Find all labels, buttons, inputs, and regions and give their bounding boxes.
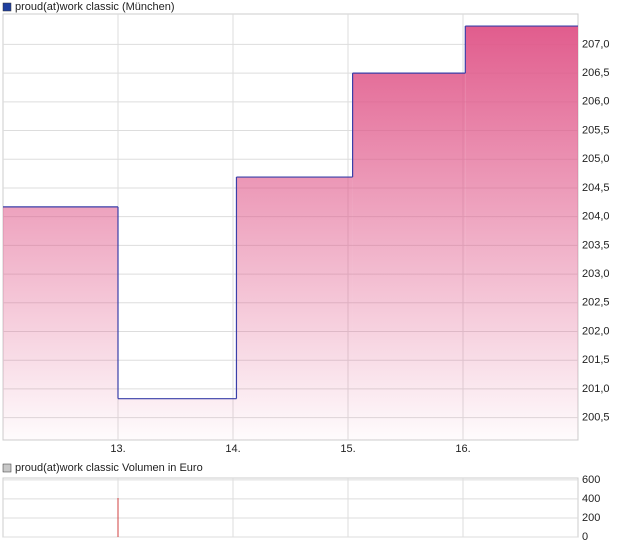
y-tick-label: 201,0: [582, 383, 610, 395]
y-tick-label: 0: [582, 531, 588, 543]
legend-label: proud(at)work classic (München): [15, 1, 175, 13]
plot-area: [2, 477, 579, 538]
y-tick-label: 202,5: [582, 297, 610, 309]
x-tick-label: 16.: [455, 443, 470, 455]
y-tick-label: 201,5: [582, 354, 610, 366]
area-segment: [118, 398, 237, 440]
y-tick-label: 205,0: [582, 153, 610, 165]
y-tick-label: 200,5: [582, 412, 610, 424]
y-tick-label: 203,0: [582, 268, 610, 280]
y-tick-label: 200: [582, 512, 600, 524]
y-tick-label: 207,0: [582, 38, 610, 50]
y-tick-label: 205,5: [582, 124, 610, 136]
legend-swatch: [2, 2, 12, 12]
y-tick-label: 204,5: [582, 182, 610, 194]
y-tick-label: 203,5: [582, 239, 610, 251]
y-tick-label: 400: [582, 493, 600, 505]
y-tick-label: 204,0: [582, 211, 610, 223]
legend-label: proud(at)work classic Volumen in Euro: [15, 462, 203, 474]
x-tick-label: 14.: [225, 443, 240, 455]
legend-swatch: [2, 463, 12, 473]
area-segment: [236, 177, 353, 440]
y-tick-label: 202,0: [582, 325, 610, 337]
x-tick-label: 15.: [340, 443, 355, 455]
y-tick-label: 206,5: [582, 67, 610, 79]
area-segment: [465, 26, 578, 440]
y-tick-label: 600: [582, 474, 600, 486]
area-segment: [352, 73, 466, 441]
x-tick-label: 13.: [110, 443, 125, 455]
area-segment: [3, 206, 118, 440]
y-tick-label: 206,0: [582, 96, 610, 108]
